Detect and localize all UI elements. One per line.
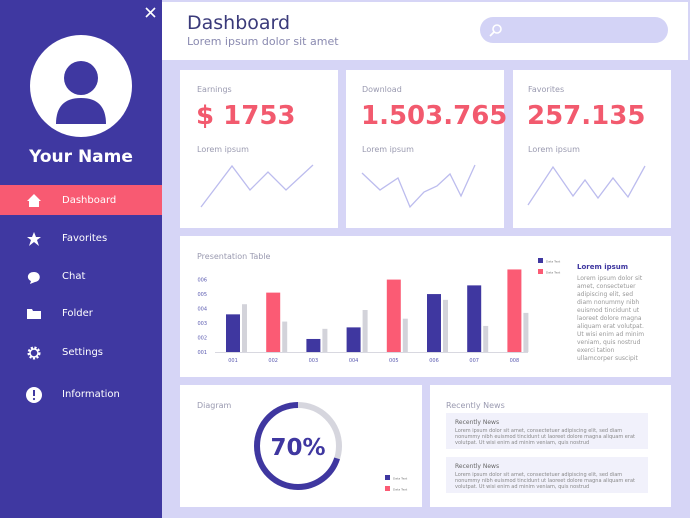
home-icon <box>27 194 41 207</box>
bar <box>427 294 441 352</box>
menu-item[interactable]: Settings <box>62 347 104 358</box>
stat-caption: Lorem ipsum <box>197 145 249 154</box>
news-item-text: Lorem ipsum dolor sit amet, consectetuer… <box>455 428 635 446</box>
chart-title: Presentation Table <box>197 252 271 261</box>
menu-item[interactable]: Dashboard <box>62 195 117 206</box>
y-tick-label: 005 <box>197 292 207 298</box>
x-tick-label: 006 <box>429 358 439 364</box>
stat-value: 1.503.765 <box>361 101 508 131</box>
bar <box>242 304 247 352</box>
bar <box>306 338 321 352</box>
news-item-title: Recently News <box>455 463 500 470</box>
news-item[interactable]: Recently News Lorem ipsum dolor sit amet,… <box>446 457 648 493</box>
menu-item[interactable]: Favorites <box>62 233 108 244</box>
x-tick-label: 004 <box>349 358 359 364</box>
chat-icon <box>27 272 40 284</box>
bar <box>523 312 529 352</box>
legend-swatch <box>385 486 390 491</box>
donut-track <box>254 402 342 490</box>
y-tick-label: 002 <box>197 336 207 342</box>
x-tick-label: 007 <box>469 358 479 364</box>
donut-arc <box>254 402 342 490</box>
info-icon-bar <box>33 390 35 396</box>
sidebar-graphics: Your Name <box>0 7 162 403</box>
bar <box>467 285 482 352</box>
search-box[interactable] <box>480 17 668 43</box>
news-title: Recently News <box>446 401 505 410</box>
settings-icon <box>27 346 41 360</box>
stat-label: Favorites <box>528 85 565 94</box>
news-item-title: Recently News <box>455 419 500 426</box>
folder-icon <box>27 309 41 319</box>
stat-label: Download <box>362 85 402 94</box>
news-item-text: Lorem ipsum dolor sit amet, consectetuer… <box>455 472 635 490</box>
stat-caption: Lorem ipsum <box>528 145 580 154</box>
y-tick-label: 003 <box>197 321 207 327</box>
bar <box>386 279 401 352</box>
x-tick-label: 002 <box>268 358 278 364</box>
star-icon <box>27 232 41 246</box>
active-menu-bg <box>0 185 162 215</box>
close-button[interactable] <box>145 7 156 18</box>
bar <box>443 299 448 352</box>
x-tick-label: 003 <box>309 358 319 364</box>
header-title: Dashboard <box>187 12 291 34</box>
bar <box>507 269 522 352</box>
donut-label: 70% <box>270 435 325 461</box>
stat-caption: Lorem ipsum <box>362 145 414 154</box>
stat-value: 257.135 <box>527 101 646 131</box>
stat-value: $ 1753 <box>196 101 296 131</box>
legend-label: Data Text <box>393 488 408 492</box>
info-icon-dot <box>32 397 36 401</box>
stat-label: Earnings <box>197 85 232 94</box>
menu-item[interactable]: Chat <box>62 271 86 282</box>
avatar-head <box>64 61 98 95</box>
note-text: Lorem ipsum dolor sit amet, consectetuer… <box>577 275 645 362</box>
user-name: Your Name <box>28 147 133 167</box>
bar <box>266 292 281 352</box>
legend-swatch <box>538 269 543 274</box>
y-tick-label: 001 <box>197 350 207 356</box>
y-tick-label: 004 <box>197 307 207 313</box>
legend-swatch <box>538 258 543 263</box>
y-tick-label: 006 <box>197 278 207 284</box>
diagram-title: Diagram <box>197 401 232 410</box>
legend-label: Data Text <box>546 260 561 264</box>
bar <box>402 318 408 352</box>
bar <box>322 328 328 352</box>
menu-item[interactable]: Information <box>62 389 120 400</box>
bar <box>226 314 240 352</box>
header-subtitle: Lorem ipsum dolor sit amet <box>187 35 339 48</box>
bar <box>483 325 489 352</box>
x-tick-label: 001 <box>228 358 238 364</box>
x-tick-label: 008 <box>510 358 520 364</box>
x-tick-label: 005 <box>389 358 399 364</box>
note-title: Lorem ipsum <box>577 263 629 271</box>
legend-swatch <box>385 475 390 480</box>
avatar-body <box>56 98 106 124</box>
bar <box>362 310 368 352</box>
menu-item[interactable]: Folder <box>62 308 93 319</box>
search-icon <box>489 24 502 37</box>
bar <box>346 327 361 352</box>
settings-icon-inner <box>29 348 39 358</box>
legend-label: Data Text <box>546 271 561 275</box>
legend-label: Data Text <box>393 477 408 481</box>
bar <box>282 321 288 352</box>
news-item[interactable]: Recently News Lorem ipsum dolor sit amet,… <box>446 413 648 449</box>
